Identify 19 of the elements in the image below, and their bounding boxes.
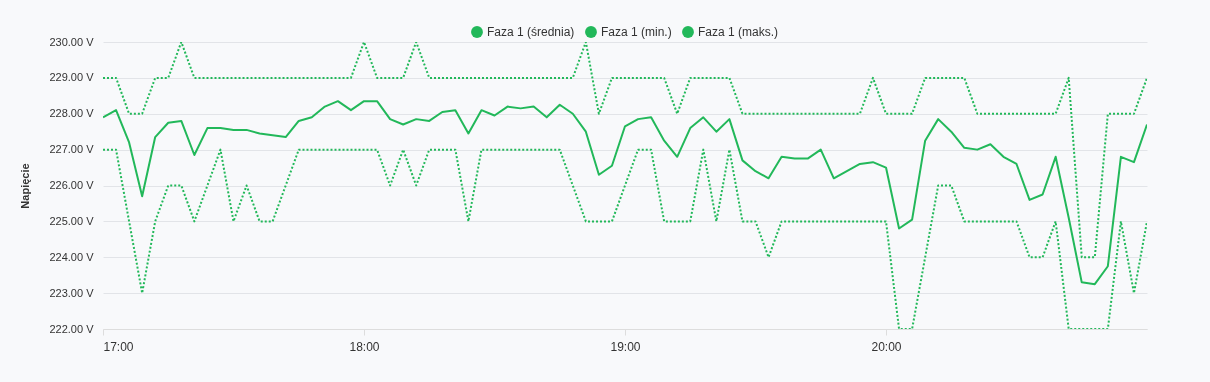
line-series	[103, 100, 1147, 286]
legend-label: Faza 1 (maks.)	[698, 25, 779, 39]
legend-label: Faza 1 (min.)	[601, 25, 672, 39]
line-series	[103, 42, 1147, 259]
y-tick-label: 229.00 V	[49, 71, 95, 84]
y-tick-label: 228.00 V	[49, 107, 95, 120]
x-tick-label: 19:00	[610, 339, 641, 354]
x-tick-label: 20:00	[871, 339, 902, 354]
x-tick-label: 18:00	[349, 339, 380, 354]
y-tick-label: 224.00 V	[49, 250, 95, 263]
y-axis-title: Napięcie	[19, 163, 32, 209]
y-tick-label: 230.00 V	[49, 35, 95, 48]
y-tick-label: 226.00 V	[49, 179, 95, 191]
x-tick-label: 17:00	[103, 339, 134, 354]
y-tick-label: 227.00 V	[49, 143, 95, 156]
y-tick-label: 222.00 V	[49, 322, 95, 335]
legend-label: Faza 1 (średnia)	[487, 25, 575, 39]
y-tick-label: 223.00 V	[49, 286, 95, 299]
y-tick-label: 225.00 V	[49, 214, 95, 227]
